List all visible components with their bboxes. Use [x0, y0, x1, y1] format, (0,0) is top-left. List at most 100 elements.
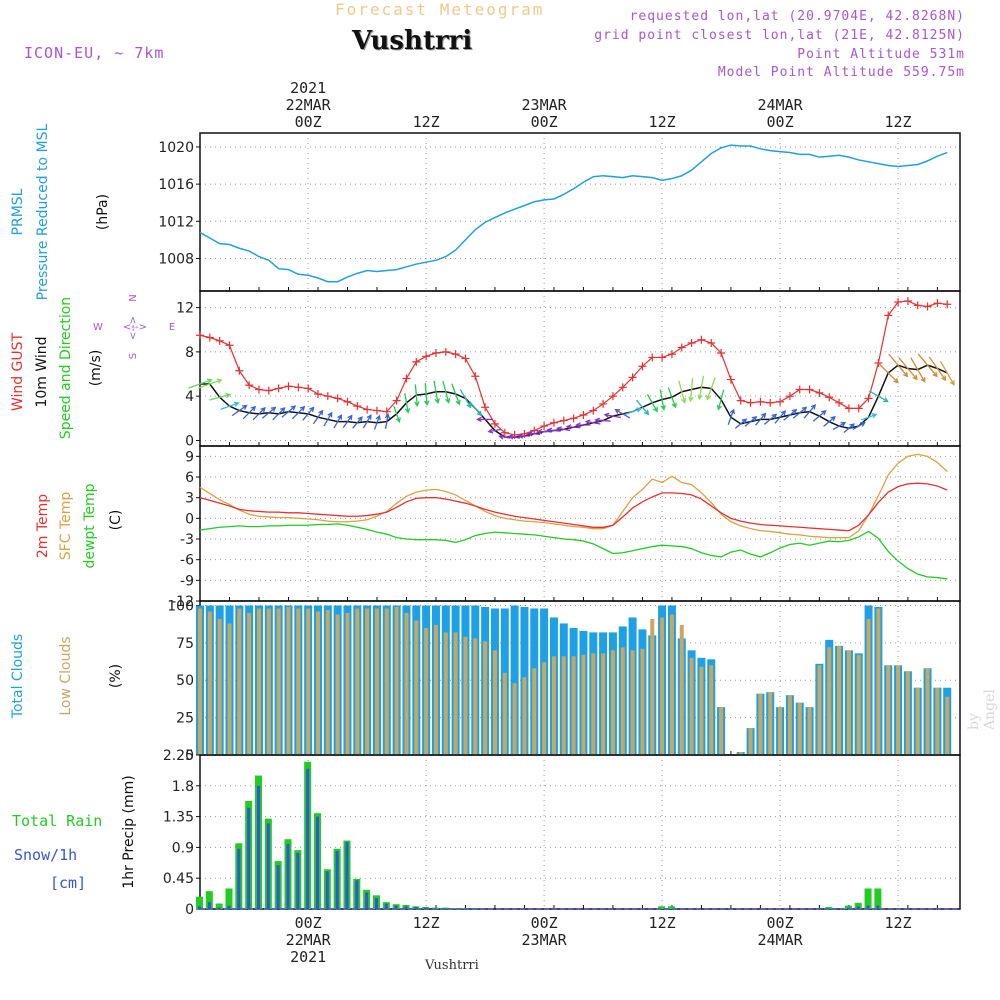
wind-direction-arrow: [188, 378, 213, 389]
gust-marker: [746, 398, 755, 407]
gust-marker: [392, 396, 401, 405]
wind-direction-arrow: [565, 424, 581, 430]
low-cloud-bar: [492, 650, 497, 755]
gust-marker: [844, 404, 853, 413]
gust-marker: [254, 385, 263, 394]
compass-south: S: [128, 353, 139, 359]
low-cloud-bar: [768, 692, 773, 755]
temperature-panel: 9 6 3 0 -3 -6 -9 -12: [171, 445, 961, 610]
snow-bar: [876, 905, 880, 909]
low-cloud-bar: [630, 650, 635, 755]
gust-marker: [412, 357, 421, 366]
low-cloud-bar: [414, 620, 419, 755]
low-cloud-bar: [542, 662, 547, 755]
gust-marker: [402, 374, 411, 383]
low-cloud-bar: [355, 608, 360, 755]
time-label-top: 2021: [290, 79, 326, 97]
snow-bar: [424, 907, 428, 909]
low-cloud-bar: [453, 632, 458, 755]
pressure-panel: 1008 1012 1016 1020: [158, 132, 961, 292]
snow-bar: [256, 785, 260, 909]
snow-label: Snow/1h: [14, 846, 77, 864]
temperature-ytick-label: -3: [180, 532, 194, 548]
wind-direction-arrow: [928, 356, 947, 382]
gust-marker: [481, 403, 490, 412]
time-label-bottom: 00Z: [295, 914, 322, 932]
gust-marker: [667, 350, 676, 359]
wind-direction-arrow: [209, 392, 232, 401]
low-cloud-bar: [797, 702, 802, 755]
snow-bar: [846, 907, 850, 909]
gust-marker: [854, 404, 863, 413]
snow-bar: [237, 848, 241, 909]
gust-marker: [599, 399, 608, 408]
gust-marker: [785, 392, 794, 401]
temperature-ytick-label: 0: [185, 511, 194, 527]
gust-marker: [363, 405, 372, 414]
time-label-bottom: 12Z: [885, 914, 912, 932]
low-cloud-bar: [886, 665, 891, 755]
low-cloud-bar: [935, 687, 940, 755]
wind-direction-arrow: [352, 416, 363, 429]
gust-marker: [923, 302, 932, 311]
compass-we-arrow: <-->: [123, 322, 147, 333]
wind-direction-arrow: [507, 434, 521, 440]
low-cloud-bar: [738, 752, 743, 755]
wind-direction-arrow: [575, 422, 591, 428]
low-cloud-bar: [374, 608, 379, 755]
wind-direction-arrow: [646, 394, 658, 413]
precipitation-ytick-label: 0.45: [163, 871, 194, 887]
gust-marker: [825, 393, 834, 402]
low-cloud-bar: [905, 671, 910, 755]
time-label-top: 12Z: [413, 113, 440, 131]
gust-marker: [215, 336, 224, 345]
gust-marker: [608, 392, 617, 401]
gust-marker: [333, 394, 342, 403]
snow-bar: [856, 906, 860, 909]
pressure-label-msl: Pressure Reduced to MSL: [35, 123, 51, 300]
temperature-ytick-label: -12: [171, 594, 194, 610]
wind-direction-arrow: [667, 387, 677, 409]
gust-marker: [874, 358, 883, 367]
low-cloud-bar: [325, 609, 330, 755]
gust-marker: [353, 402, 362, 411]
snow-bar: [866, 905, 870, 909]
snow-bar: [404, 906, 408, 909]
time-label-bottom: 00Z: [531, 914, 558, 932]
low-cloud-bar: [384, 608, 389, 755]
low-cloud-bar: [296, 608, 301, 755]
low-cloud-bar: [689, 657, 694, 755]
gust-marker: [343, 397, 352, 406]
low-cloud-bar: [709, 665, 714, 755]
rain-bar: [874, 888, 882, 909]
gust-marker: [677, 343, 686, 352]
gust-marker: [559, 416, 568, 425]
gust-marker: [372, 406, 381, 415]
wind-direction-arrow: [898, 357, 918, 381]
model-name: ICON-EU, ~ 7km: [24, 44, 165, 62]
wind-direction-arrow: [487, 428, 502, 434]
wind-direction-arrow: [878, 362, 899, 384]
pressure-ytick-label: 1012: [158, 214, 194, 230]
low-cloud-bar: [699, 666, 704, 755]
gust-marker: [864, 394, 873, 403]
low-cloud-bar: [601, 653, 606, 755]
wind-direction-arrow: [792, 406, 808, 419]
low-cloud-bar: [876, 608, 881, 755]
wind-direction-arrow: [498, 434, 511, 440]
precipitation-ytick-label: 2.25: [163, 748, 194, 764]
wind-direction-arrow: [242, 405, 257, 420]
low-cloud-bar: [915, 687, 920, 755]
low-cloud-bar: [227, 623, 232, 755]
gust-marker: [726, 375, 735, 384]
snow-bar: [266, 823, 270, 909]
gust-marker: [431, 349, 440, 357]
low-cloud-bar: [473, 638, 478, 755]
low-cloud-bar: [433, 624, 438, 755]
gust-marker: [795, 385, 804, 394]
clouds-ytick-label: 75: [176, 636, 194, 652]
wind-direction-arrow: [852, 421, 866, 431]
wind-direction-arrow: [252, 407, 266, 421]
low-cloud-bar: [365, 608, 370, 755]
wind-gust-label: Wind GUST: [10, 332, 26, 411]
